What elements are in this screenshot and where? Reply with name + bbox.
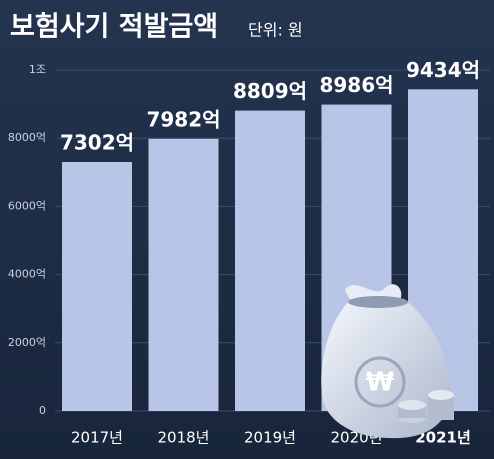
value-label: 8809억 [233,79,307,103]
y-tick-label: 1조 [29,63,46,76]
value-label: 7982억 [146,107,220,131]
y-tick-label: 6000억 [8,199,46,212]
chart-subtitle: 단위: 원 [248,21,303,40]
y-tick-label: 8000억 [8,131,46,144]
chart-title: 보험사기 적발금액 [10,12,218,43]
x-tick-label: 2021년 [415,429,471,447]
money-bag: ₩ [321,284,454,439]
value-label: 9434억 [406,58,480,82]
bar [235,110,305,411]
value-label: 8986억 [319,73,393,97]
bar [148,138,219,412]
svg-text:₩: ₩ [366,368,395,398]
y-tick-label: 2000억 [8,336,46,349]
plot: 0 2000억 4000억 6000억 8000억 1조 7302억 2017년 7982억 20… [8,58,490,447]
y-tick-label: 0 [39,404,46,417]
x-tick-label: 2019년 [244,429,296,447]
bar [62,162,132,411]
x-tick-label: 2017년 [71,429,123,447]
y-tick-label: 4000억 [8,268,46,281]
x-tick-label: 2018년 [158,429,210,447]
value-label: 7302억 [60,131,134,155]
